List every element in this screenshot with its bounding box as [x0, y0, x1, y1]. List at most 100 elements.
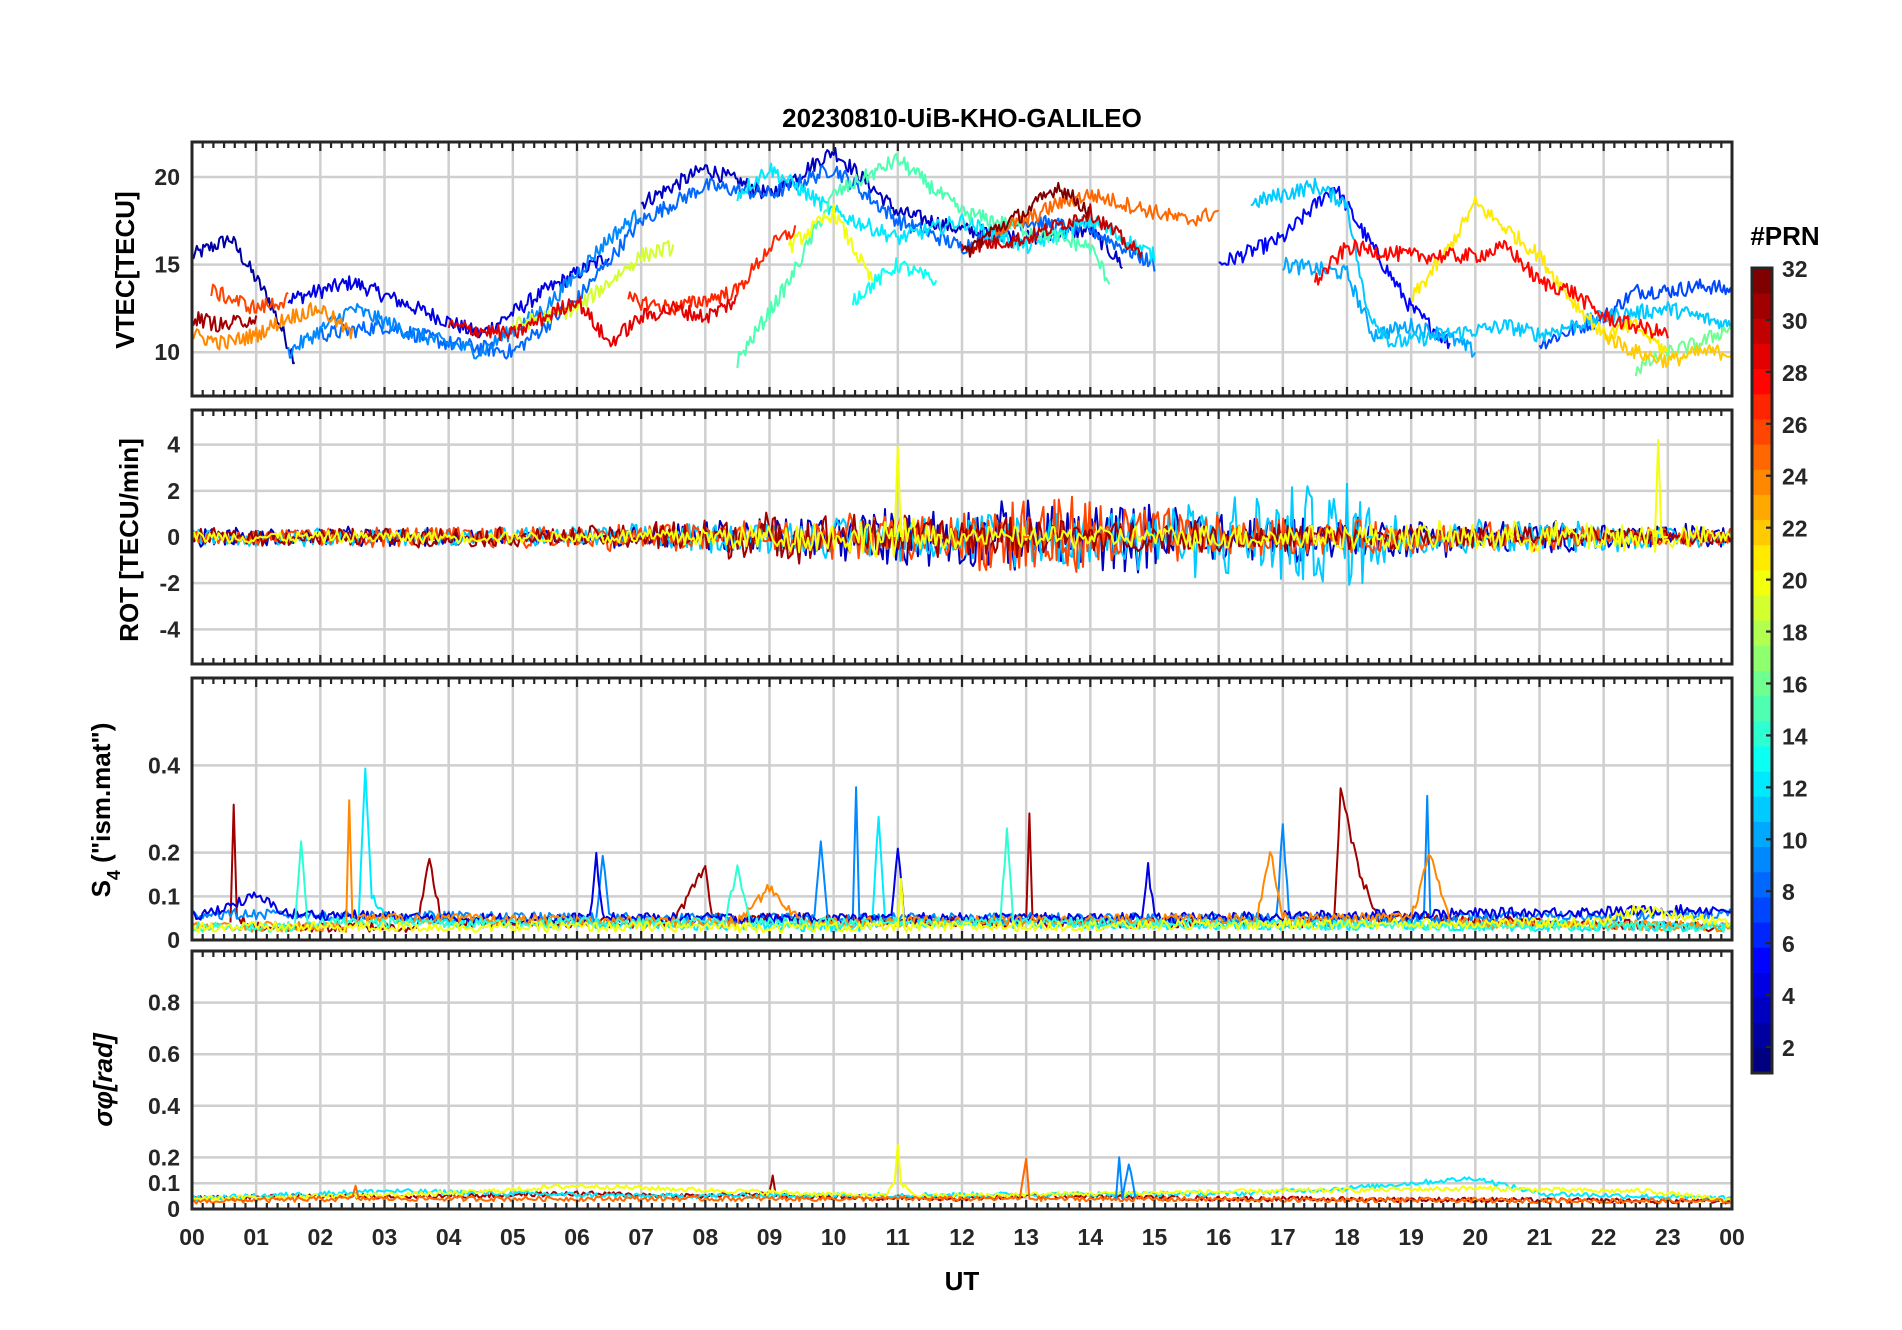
chart-title: 20230810-UiB-KHO-GALILEO [782, 103, 1142, 133]
x-tick-label: 12 [949, 1224, 975, 1250]
colorbar-tick-label: 16 [1782, 671, 1808, 697]
ylabel-s4: S4 ("ism.mat") [86, 723, 124, 898]
colorbar-tick-label: 2 [1782, 1035, 1795, 1061]
series-vtec-prn-30 [961, 203, 1143, 259]
colorbar-segment [1752, 469, 1772, 495]
traces-vtec [192, 147, 1732, 377]
colorbar-tick-label: 6 [1782, 931, 1795, 957]
colorbar-segment [1752, 972, 1772, 999]
colorbar-segment [1752, 922, 1772, 948]
axes-box-s4 [190, 676, 1734, 942]
y-tick-label: 0.4 [148, 1093, 180, 1119]
series-s4-prn-12 [357, 767, 1732, 933]
colorbar-segment [1752, 494, 1772, 521]
series-sigma-prn-12 [192, 1176, 1732, 1202]
series-vtec-prn-11 [1250, 177, 1732, 348]
colorbar-frame [1750, 266, 1774, 1075]
colorbar-segment [1752, 418, 1772, 445]
axes-box-rot [190, 408, 1734, 666]
colorbar-segment [1752, 444, 1772, 470]
x-tick-label: 10 [821, 1224, 847, 1250]
panel-s4: 0 0.1 0.2 0.4 [148, 676, 1734, 953]
colorbar-tick-label: 18 [1782, 620, 1808, 646]
panel-rot: -4 -2 0 2 4 [160, 408, 1734, 666]
y-tick-label: 15 [154, 252, 180, 278]
colorbar-segment [1752, 544, 1772, 571]
colorbar-segment [1752, 519, 1772, 546]
colorbar-segment [1752, 268, 1772, 294]
series-vtec-prn-20 [787, 203, 874, 282]
y-tick-label: 0.6 [148, 1041, 180, 1067]
series-vtec-prn-26 [210, 283, 289, 315]
x-tick-label: 23 [1655, 1224, 1681, 1250]
colorbar-tick-label: 14 [1782, 723, 1808, 749]
series-rot-prn-20 [192, 517, 1732, 558]
colorbar-segment [1752, 997, 1772, 1024]
x-tick-label: 00 [1719, 1224, 1745, 1250]
axes-box-vtec [190, 140, 1734, 398]
ylabel-rot: ROT [TECU/min] [114, 438, 144, 642]
y-tick-label: 2 [167, 478, 180, 504]
x-tick-label: 18 [1334, 1224, 1360, 1250]
colorbar-segment [1752, 670, 1772, 697]
x-axis-tick-labels: 00 01 02 03 04 05 06 07 08 09 10 11 12 13 14 15 16 17 18 19… [179, 1224, 1745, 1250]
ylabel-s4-sub: 4 [104, 870, 124, 880]
series-vtec-prn-29 [447, 294, 738, 348]
x-tick-label: 02 [308, 1224, 334, 1250]
colorbar-tick-label: 4 [1782, 983, 1795, 1009]
series-vtec-prn-4 [287, 255, 610, 339]
colorbar-tick-label: 20 [1782, 568, 1808, 594]
series-vtec-prn-8 [319, 164, 1156, 360]
series-vtec-prn-12 [736, 162, 1156, 263]
x-tick-label: 05 [500, 1224, 526, 1250]
colorbar-segment [1752, 569, 1772, 596]
x-tick-label: 17 [1270, 1224, 1296, 1250]
x-tick-label: 06 [564, 1224, 590, 1250]
colorbar-segment [1752, 846, 1772, 873]
colorbar-segment [1752, 368, 1772, 395]
panel-sigma: 00.10.2 0.4 0.6 0.8 [148, 949, 1734, 1222]
colorbar-segment [1752, 620, 1772, 646]
colorbar-segment [1752, 293, 1772, 319]
series-vtec-prn-13 [851, 257, 938, 306]
panel-vtec: 10 15 20 [154, 140, 1734, 398]
colorbar-segment [1752, 695, 1772, 722]
colorbar-segment [1752, 1022, 1772, 1049]
colorbar-label: #PRN [1750, 221, 1819, 251]
x-tick-label: 04 [436, 1224, 462, 1250]
x-tick-label: 16 [1206, 1224, 1232, 1250]
colorbar-tick-label: 8 [1782, 879, 1795, 905]
series-vtec-prn-32 [961, 181, 1091, 258]
colorbar-segment [1752, 896, 1772, 923]
colorbar-segment [1752, 1047, 1772, 1074]
series-rot-prn-20 [893, 445, 902, 538]
colorbar-segment [1752, 745, 1772, 772]
colorbar-segment [1752, 343, 1772, 370]
colorbar-segment [1752, 645, 1772, 671]
series-s4-prn-4 [192, 847, 1732, 925]
colorbar-segment [1752, 821, 1772, 848]
x-tick-label: 00 [179, 1224, 205, 1250]
series-vtec-prn-21 [1410, 195, 1669, 355]
x-tick-label: 14 [1078, 1224, 1104, 1250]
series-vtec-prn-25 [993, 188, 1220, 237]
x-tick-label: 13 [1013, 1224, 1039, 1250]
y-tick-label: 4 [167, 432, 180, 458]
series-vtec-prn-16 [1634, 325, 1732, 377]
series-vtec-prn-28 [1313, 239, 1669, 339]
series-vtec-prn-24 [192, 302, 354, 351]
y-tick-label: 0.1 [148, 1170, 180, 1196]
colorbar-segment [1752, 871, 1772, 898]
traces-rot [192, 439, 1732, 586]
colorbar-tick-label: 10 [1782, 827, 1808, 853]
ylabel-s4-main: S [86, 880, 116, 897]
series-sigma-prn-20 [192, 1143, 1732, 1203]
y-tick-label: 0 [167, 927, 180, 953]
colorbar-tick-label: 22 [1782, 516, 1808, 542]
axes-box-sigma [190, 949, 1734, 1211]
ylabel-sigma: σφ[rad] [88, 1032, 118, 1127]
x-tick-label: 15 [1142, 1224, 1168, 1250]
colorbar-tick-label: 12 [1782, 775, 1808, 801]
